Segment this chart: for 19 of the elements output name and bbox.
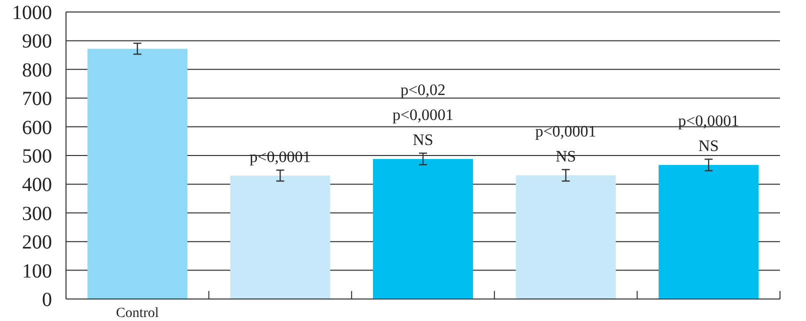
x-tick-label: Control [116, 306, 159, 321]
y-tick-label: 700 [22, 88, 52, 110]
y-tick-label: 300 [22, 202, 52, 225]
bar [373, 158, 473, 299]
y-tick-label: 800 [22, 59, 52, 82]
annotation: p<0,02 p<0,0001 NS [392, 82, 454, 150]
bar [516, 175, 616, 299]
y-tick-label: 200 [22, 232, 52, 254]
bar [87, 48, 188, 299]
y-tick-label: 0 [42, 289, 52, 311]
y-tick-label: 100 [22, 260, 52, 282]
bar [230, 176, 330, 299]
y-tick-label: 500 [22, 146, 52, 168]
bar [658, 164, 759, 299]
y-tick-label: 900 [22, 30, 52, 53]
y-tick-label: 1000 [12, 2, 52, 24]
y-tick-label: 600 [22, 116, 52, 139]
annotation: p<0,0001 NS [678, 113, 740, 156]
y-tick-label: 400 [22, 174, 52, 196]
